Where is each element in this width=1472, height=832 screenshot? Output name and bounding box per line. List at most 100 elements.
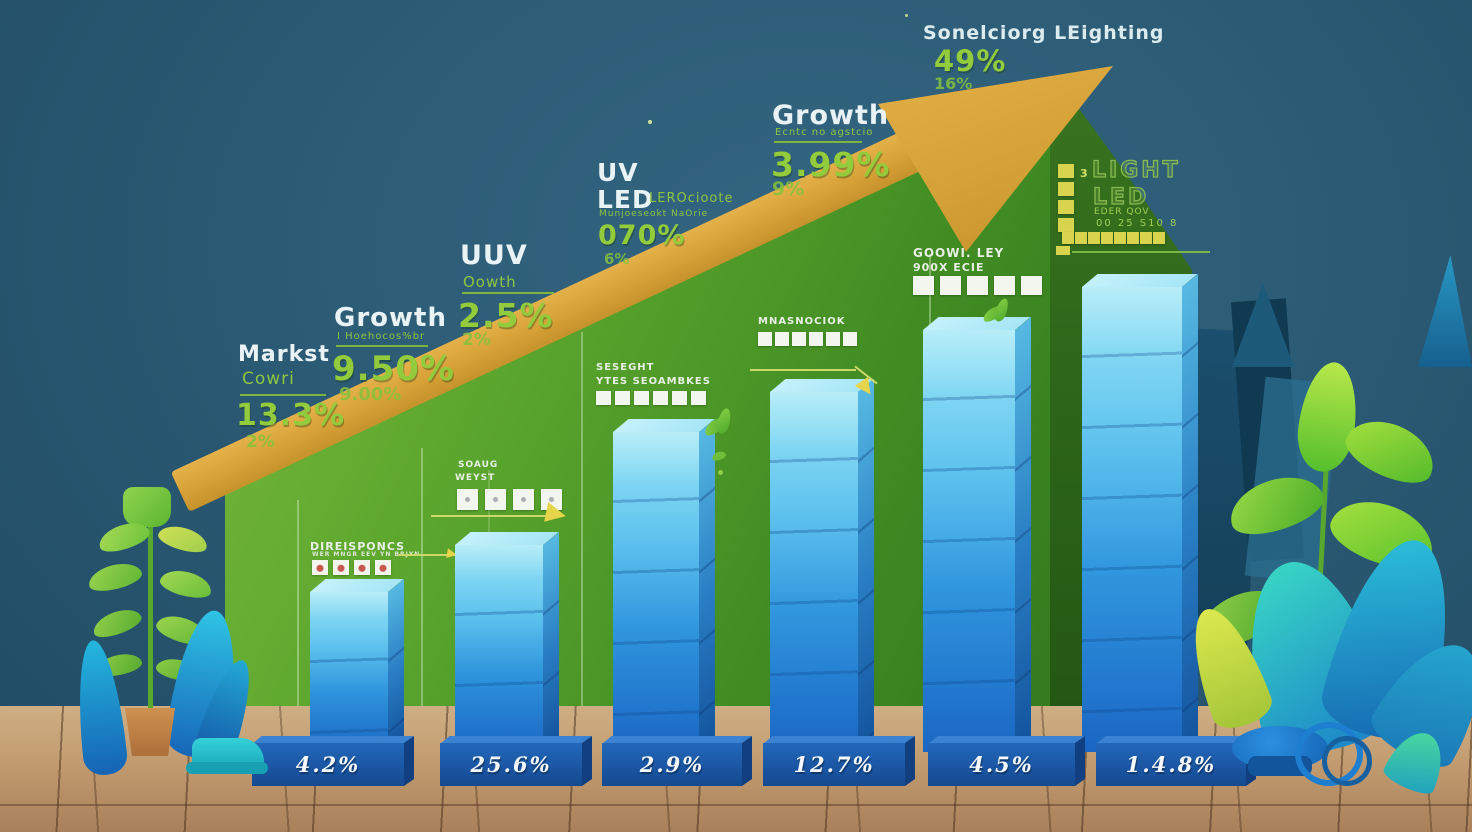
callout-growth2-heading: Growth (772, 100, 890, 131)
plant-top-leaf (123, 487, 171, 527)
lightled-tick-label: 3 (1080, 167, 1089, 180)
bar-2-side-face (543, 532, 559, 752)
lightled-small-square (1056, 246, 1070, 255)
mnas-squares-row (758, 332, 860, 346)
plant-leaf (157, 566, 215, 602)
lightled-title-line1: LIGHT (1091, 157, 1181, 183)
callout-market-underline (240, 394, 326, 396)
gridline-vertical (297, 500, 299, 706)
bar-5-value-label: 4.5% (969, 752, 1034, 777)
square-tile (1058, 164, 1074, 178)
callout-uvled-sidetext: LEROcioote (649, 191, 734, 206)
soaug-pointer-line (431, 515, 549, 517)
square-tile (940, 276, 961, 295)
callout-uvled-heading1: UV (597, 158, 639, 187)
bar-6-top-face (1082, 274, 1198, 287)
lightled-squares-column (1058, 164, 1074, 236)
square-tile (485, 489, 506, 510)
callout-growth1-heading: Growth (334, 303, 447, 333)
square-tile (758, 332, 772, 346)
direis-pointer-line (398, 554, 456, 556)
callout-growth2-value: 3.99% (771, 145, 891, 184)
pedestal-4: 12.7% (763, 743, 905, 786)
bar-5-top-face (923, 317, 1031, 330)
callout-uvled-subtext: Munjoeseokt NaOrie (599, 209, 709, 219)
square-tile (1114, 232, 1126, 244)
square-tile (913, 276, 934, 295)
seseght-label-line1: SESEGHT (596, 362, 655, 373)
headline-value: 49% (934, 44, 1007, 78)
plant-leaf (1292, 358, 1364, 476)
bar-6 (1082, 287, 1182, 752)
pedestal-2: 25.6% (440, 743, 582, 786)
square-tile (333, 560, 349, 575)
square-tile (653, 391, 668, 405)
bar-5 (923, 330, 1015, 752)
teal-shoe-sole (186, 762, 268, 774)
gridline-vertical (421, 448, 423, 706)
square-tile (1101, 232, 1113, 244)
callout-growth1-subvalue: 9.00% (339, 384, 402, 405)
plant-leaf (85, 558, 145, 596)
square-tile (967, 276, 988, 295)
pedestal-1-side (404, 735, 414, 786)
soaug-pointer-arrow-icon (544, 502, 568, 526)
sparkle-dot (718, 470, 723, 475)
pedestal-1: 4.2% (252, 743, 404, 786)
square-tile (672, 391, 687, 405)
bar-6-side-face (1182, 274, 1198, 752)
seseght-squares-row (596, 391, 710, 405)
callout-growth2-underline (774, 141, 862, 143)
mnas-pointer-line (750, 369, 856, 371)
plant-stem (148, 495, 153, 713)
bar-4 (770, 392, 858, 752)
square-tile (843, 332, 857, 346)
square-tile (1153, 232, 1165, 244)
square-tile (1088, 232, 1100, 244)
bar-6-value-label: 1.4.8% (1125, 752, 1217, 777)
callout-uvled-heading2: LED (597, 185, 654, 214)
square-tile (1075, 232, 1087, 244)
goowi-label-line2: 900X ECIE (913, 261, 985, 274)
square-tile (634, 391, 649, 405)
square-tile (1058, 182, 1074, 196)
bar-3-value-label: 2.9% (639, 752, 705, 777)
bar-1 (310, 592, 388, 752)
bar-5-side-face (1015, 317, 1031, 752)
direis-subtext: WER MNGR EEV YN BRJYN (312, 551, 421, 558)
direis-label: DIREISPONCS (310, 540, 406, 553)
square-tile (775, 332, 789, 346)
callout-uuv-heading: UUV (460, 240, 528, 271)
soaug-squares-row (457, 489, 569, 510)
square-tile (1058, 218, 1074, 232)
square-tile (809, 332, 823, 346)
callout-uuv-underline (462, 292, 554, 294)
square-tile (596, 391, 611, 405)
pedestal-6: 1.4.8% (1096, 743, 1246, 786)
square-tile (792, 332, 806, 346)
bar-4-value-label: 12.7% (793, 752, 875, 777)
lightled-baseline (1072, 251, 1210, 253)
lightled-numbers: 00 25 S10 8 (1096, 218, 1179, 229)
lightled-title-line2: LED (1092, 184, 1150, 210)
callout-market-value: 13.3% (236, 398, 346, 433)
square-tile (312, 560, 328, 575)
headline-label: Sonelciorg LEighting (923, 22, 1165, 44)
callout-uvled-value: 070% (598, 220, 686, 251)
callout-market-subtext: Cowri (242, 369, 295, 389)
callout-growth2-subvalue: 9% (772, 178, 805, 200)
bar-2-top-face (455, 532, 559, 545)
plant-leaf (155, 521, 211, 557)
bar-3-side-face (699, 419, 715, 752)
callout-uuv-subvalue: 2% (462, 330, 491, 350)
square-tile (1058, 200, 1074, 214)
bar-1-side-face (388, 579, 404, 752)
square-tile (1127, 232, 1139, 244)
square-tile (994, 276, 1015, 295)
pedestal-3: 2.9% (602, 743, 742, 786)
wire-loop (1322, 736, 1372, 786)
pedestal-2-side (582, 735, 592, 786)
pedestal-4-side (905, 735, 915, 786)
plant-pot (125, 708, 175, 756)
